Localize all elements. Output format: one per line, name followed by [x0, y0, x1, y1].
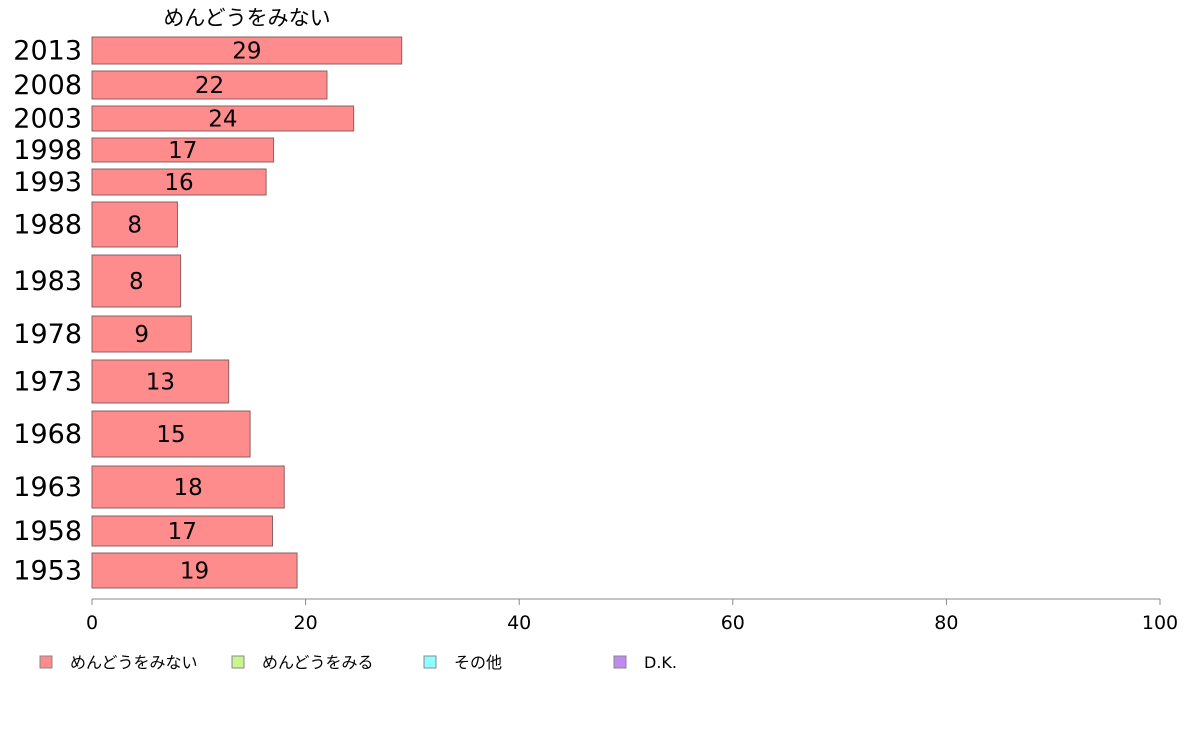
- category-label: 1973: [13, 367, 82, 398]
- bar-1963: [91, 465, 285, 509]
- bar-1983: [91, 254, 182, 308]
- legend-swatch: [231, 655, 245, 669]
- category-label: 1958: [13, 516, 82, 547]
- bar-1988: [91, 201, 178, 248]
- value-label: 8: [129, 269, 144, 295]
- category-label: 1998: [13, 135, 82, 166]
- legend-swatch: [39, 655, 53, 669]
- legend-label: D.K.: [644, 653, 677, 672]
- value-label: 8: [127, 213, 142, 239]
- category-label: 1983: [13, 266, 82, 297]
- category-label: 1978: [13, 319, 82, 350]
- bar-1978: [91, 315, 192, 353]
- x-tick-label: 0: [86, 612, 98, 634]
- value-label: 22: [195, 73, 224, 99]
- category-label: 1993: [13, 167, 82, 198]
- category-label: 1953: [13, 556, 82, 587]
- value-label: 16: [164, 170, 193, 196]
- x-tick-label: 80: [934, 612, 958, 634]
- x-axis: 0 20 40 60 80 100: [86, 598, 1178, 634]
- bar-1958: [91, 515, 273, 547]
- x-tick-label: 40: [507, 612, 531, 634]
- value-label: 24: [208, 107, 237, 133]
- series-header: めんどうをみない: [163, 6, 330, 30]
- category-label: 2013: [13, 36, 82, 67]
- bar-2013: [91, 36, 403, 65]
- bar-1993: [91, 168, 267, 196]
- bar-1968: [91, 410, 251, 458]
- bar-2008: [91, 70, 328, 100]
- category-label: 1988: [13, 210, 82, 241]
- bar-1973: [91, 359, 230, 404]
- bar-2003: [91, 105, 355, 132]
- value-label: 9: [134, 322, 149, 348]
- value-label: 13: [146, 370, 175, 396]
- category-label: 1963: [13, 472, 82, 503]
- value-label: 19: [180, 559, 209, 585]
- x-tick-label: 60: [721, 612, 745, 634]
- value-label: 17: [168, 138, 197, 164]
- value-label: 17: [168, 519, 197, 545]
- legend-label: その他: [454, 653, 502, 672]
- bars-group: 2013 29 2008 22 2003 24 1998 17 1993 16 1988 8 1983 8…: [13, 36, 403, 589]
- value-label: 18: [173, 475, 202, 501]
- category-label: 2008: [13, 70, 82, 101]
- legend: めんどうをみない めんどうをみる その他 D.K.: [39, 653, 677, 672]
- bar-1953: [91, 552, 298, 589]
- category-label: 1968: [13, 419, 82, 450]
- legend-swatch: [423, 655, 437, 669]
- value-label: 29: [232, 39, 261, 65]
- x-tick-label: 100: [1142, 612, 1178, 634]
- bar-1998: [91, 137, 275, 163]
- legend-label: めんどうをみない: [70, 653, 198, 672]
- category-label: 2003: [13, 104, 82, 135]
- legend-label: めんどうをみる: [262, 653, 374, 672]
- value-label: 15: [156, 422, 185, 448]
- legend-swatch: [613, 655, 627, 669]
- x-tick-label: 20: [294, 612, 318, 634]
